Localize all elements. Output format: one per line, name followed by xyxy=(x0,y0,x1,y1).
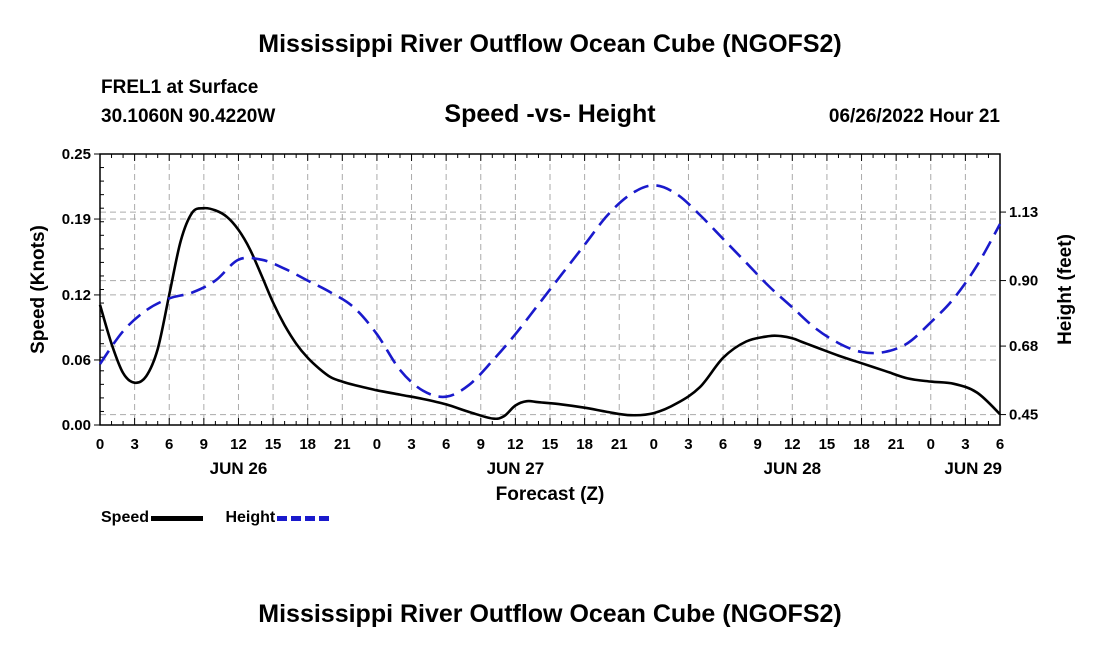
series-line-height xyxy=(98,184,1002,399)
chart: 0 3 6 9 12 15 18 21 0 3 6 9 12 15 18 21 0 3 6 9 12 15 18 21 0 3 60… xyxy=(28,146,1076,505)
x-tick-label: 6 xyxy=(165,436,173,453)
series-line-speed xyxy=(98,206,1001,421)
y-right-axis-title: Height (feet) xyxy=(1055,234,1076,345)
forecast-datetime: 06/26/2022 Hour 21 xyxy=(828,106,1000,127)
y-right-tick-label: 1.13 xyxy=(1009,204,1038,221)
x-tick-label: 0 xyxy=(650,436,658,453)
x-tick-label: 18 xyxy=(299,436,316,453)
x-tick-label: 21 xyxy=(334,436,351,453)
chart-subtitle: Speed -vs- Height xyxy=(444,100,656,128)
x-date-label: JUN 28 xyxy=(763,459,821,478)
x-tick-label: 6 xyxy=(996,436,1004,453)
x-tick-label: 12 xyxy=(784,436,801,453)
x-tick-label: 3 xyxy=(130,436,138,453)
x-date-label: JUN 29 xyxy=(944,459,1002,478)
legend-label-height: Height xyxy=(225,509,276,526)
legend-swatch-speed xyxy=(151,515,204,521)
legend-item-height: Height xyxy=(225,509,330,527)
station-name: FREL1 at Surface xyxy=(101,77,259,98)
x-tick-label: 6 xyxy=(442,436,450,453)
x-date-label: JUN 26 xyxy=(210,459,268,478)
x-tick-label: 0 xyxy=(96,436,104,453)
x-date-label: JUN 27 xyxy=(487,459,545,478)
x-tick-label: 12 xyxy=(507,436,524,453)
x-tick-label: 9 xyxy=(477,436,485,453)
y-left-tick-label: 0.00 xyxy=(62,417,91,434)
y-left-axis-title: Speed (Knots) xyxy=(28,225,49,354)
y-left-tick-label: 0.12 xyxy=(62,287,91,304)
x-tick-label: 6 xyxy=(719,436,727,453)
x-tick-label: 21 xyxy=(611,436,628,453)
y-right-tick-label: 0.90 xyxy=(1009,273,1038,290)
x-tick-label: 0 xyxy=(373,436,381,453)
legend-swatch-height xyxy=(277,515,330,521)
station-coordinates: 30.1060N 90.4220W xyxy=(101,106,276,127)
y-left-tick-label: 0.06 xyxy=(62,352,91,369)
main-title: Mississippi River Outflow Ocean Cube (NG… xyxy=(258,30,842,58)
y-left-tick-label: 0.25 xyxy=(62,146,91,163)
legend-item-speed: Speed xyxy=(101,509,204,527)
x-tick-label: 12 xyxy=(230,436,247,453)
x-tick-label: 0 xyxy=(927,436,935,453)
plot-frame xyxy=(99,153,1001,426)
x-tick-label: 3 xyxy=(961,436,969,453)
y-left-tick-label: 0.19 xyxy=(62,211,91,228)
x-tick-label: 15 xyxy=(819,436,836,453)
x-tick-label: 15 xyxy=(542,436,559,453)
y-right-tick-label: 0.68 xyxy=(1009,338,1038,355)
x-tick-label: 3 xyxy=(407,436,415,453)
y-right-tick-label: 0.45 xyxy=(1009,407,1038,424)
x-tick-label: 9 xyxy=(754,436,762,453)
x-tick-label: 21 xyxy=(888,436,905,453)
legend-label-speed: Speed xyxy=(101,509,150,526)
x-tick-label: 18 xyxy=(853,436,870,453)
x-tick-label: 9 xyxy=(200,436,208,453)
legend: Speed Height xyxy=(101,509,347,527)
x-tick-label: 18 xyxy=(576,436,593,453)
x-tick-label: 15 xyxy=(265,436,282,453)
bottom-title: Mississippi River Outflow Ocean Cube (NG… xyxy=(258,600,842,628)
x-tick-label: 3 xyxy=(684,436,692,453)
x-axis-title: Forecast (Z) xyxy=(496,484,605,505)
